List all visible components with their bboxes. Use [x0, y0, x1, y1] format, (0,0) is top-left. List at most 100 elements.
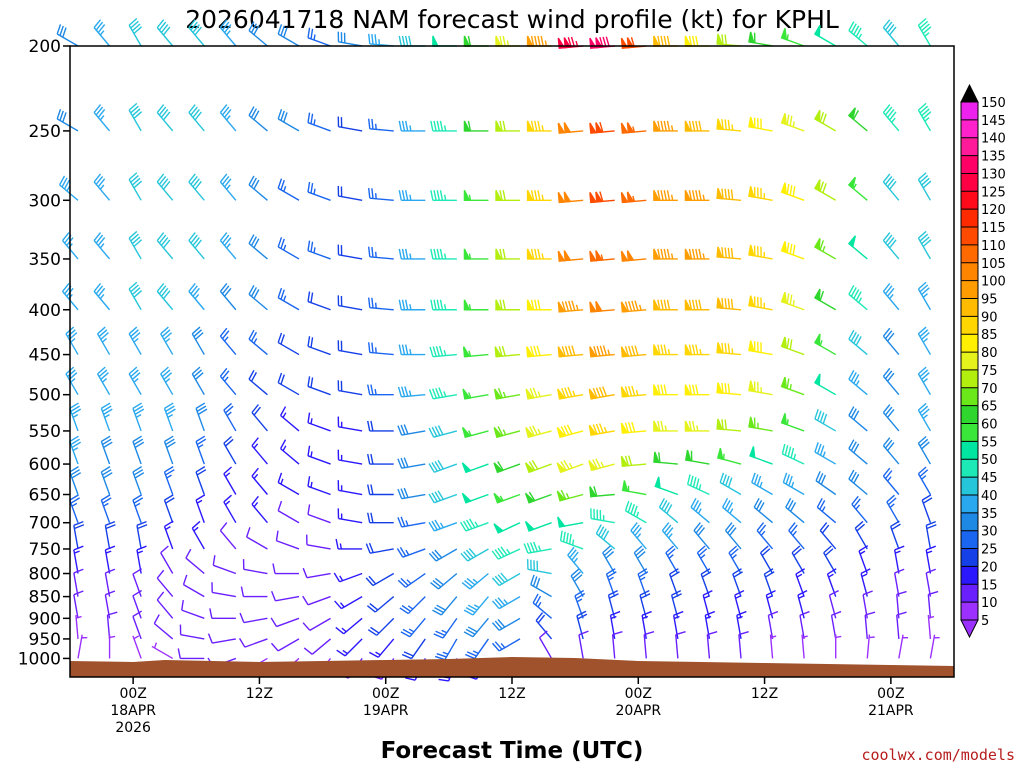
barb-full: [688, 190, 693, 201]
barb-full: [248, 329, 255, 340]
wind-barb: [334, 595, 363, 610]
barb-full: [595, 387, 601, 398]
barb-full: [439, 190, 444, 201]
barb-full: [400, 457, 406, 468]
wind-barb: [163, 520, 174, 550]
wind-barb: [921, 494, 933, 523]
barb-half: [822, 246, 826, 252]
barb-full: [431, 492, 438, 502]
barb-full: [725, 522, 733, 532]
barb-full: [132, 435, 143, 443]
barb-staff: [801, 634, 805, 659]
wind-barb: [191, 520, 205, 550]
wind-barb: [367, 453, 394, 465]
x-axis-label: Forecast Time (UTC): [381, 738, 644, 764]
barb-full: [223, 402, 232, 411]
barb-full: [100, 372, 109, 380]
barb-full: [922, 239, 932, 248]
barb-staff: [687, 483, 710, 496]
barb-full: [132, 610, 143, 617]
barb-full: [641, 610, 652, 616]
barb-full: [191, 366, 201, 375]
barb-staff: [898, 634, 904, 659]
barb-full: [599, 191, 604, 202]
barb-full: [405, 677, 416, 681]
colorbar-segment: [961, 173, 978, 192]
barb-pennant: [684, 248, 692, 260]
wind-barb: [153, 614, 174, 640]
barb-full: [132, 568, 143, 575]
barb-full: [164, 466, 174, 473]
barb-half: [667, 348, 671, 355]
barb-full: [599, 345, 604, 356]
barb-full: [665, 545, 674, 554]
barb-full: [156, 19, 165, 29]
barb-full: [374, 34, 377, 45]
barb-pennant: [526, 189, 534, 201]
barb-half: [134, 502, 141, 507]
wind-barb: [251, 467, 268, 495]
wind-barb: [397, 516, 426, 528]
barb-half: [226, 184, 231, 190]
barb-full: [494, 549, 502, 559]
barb-full: [695, 299, 699, 310]
barb-full: [921, 494, 932, 501]
barb-staff: [675, 634, 679, 659]
barb-full: [156, 591, 165, 601]
barb-staff: [248, 378, 268, 396]
barb-full: [158, 106, 167, 116]
barb-staff: [219, 112, 237, 132]
barb-full: [592, 388, 598, 399]
wind-barb: [725, 522, 742, 550]
barb-pennant: [749, 446, 756, 459]
barb-half: [537, 428, 541, 435]
credit-link[interactable]: coolwx.com/models: [861, 746, 1015, 764]
barb-full: [921, 287, 930, 296]
barb-full: [695, 190, 699, 201]
barb-staff: [530, 583, 552, 598]
barb-full: [224, 438, 234, 447]
barb-staff: [401, 430, 426, 436]
barb-pennant: [620, 122, 629, 134]
barb-full: [537, 190, 541, 201]
barb-half: [506, 40, 510, 47]
wind-barb: [219, 19, 237, 47]
barb-full: [371, 118, 374, 130]
barb-pennant: [432, 35, 439, 47]
x-tick-label: 21APR: [868, 703, 914, 719]
pressure-axis: 2002503003504004505005506006507007508008…: [18, 37, 70, 669]
wind-barb: [525, 425, 552, 439]
barb-half: [474, 521, 479, 527]
wind-barb: [882, 232, 900, 260]
wind-barb: [191, 326, 205, 355]
barb-staff: [132, 635, 142, 659]
barb-full: [882, 467, 891, 477]
barb-full: [93, 104, 102, 113]
barb-half: [135, 413, 142, 419]
barb-full: [529, 426, 535, 436]
barb-full: [624, 301, 630, 312]
wind-barb: [397, 572, 426, 588]
barb-full: [181, 599, 184, 611]
barb-full: [463, 609, 474, 616]
wind-barb: [523, 541, 552, 554]
barb-full: [886, 332, 895, 342]
barb-full: [595, 423, 601, 434]
barb-half: [565, 492, 570, 499]
wind-barb: [219, 327, 237, 356]
barb-staff: [848, 414, 868, 432]
wind-barb: [589, 250, 615, 262]
barb-full: [532, 576, 538, 587]
barb-full: [133, 239, 143, 248]
wind-barb: [491, 617, 521, 631]
barb-half: [600, 461, 605, 468]
wind-barb: [156, 173, 174, 201]
wind-barb: [716, 297, 742, 311]
wind-barb: [706, 630, 718, 659]
barb-full: [853, 473, 860, 484]
barb-full: [568, 345, 573, 356]
barb-full: [307, 181, 311, 193]
barb-full: [896, 611, 907, 616]
barb-staff: [132, 408, 142, 432]
barb-full: [432, 609, 442, 616]
